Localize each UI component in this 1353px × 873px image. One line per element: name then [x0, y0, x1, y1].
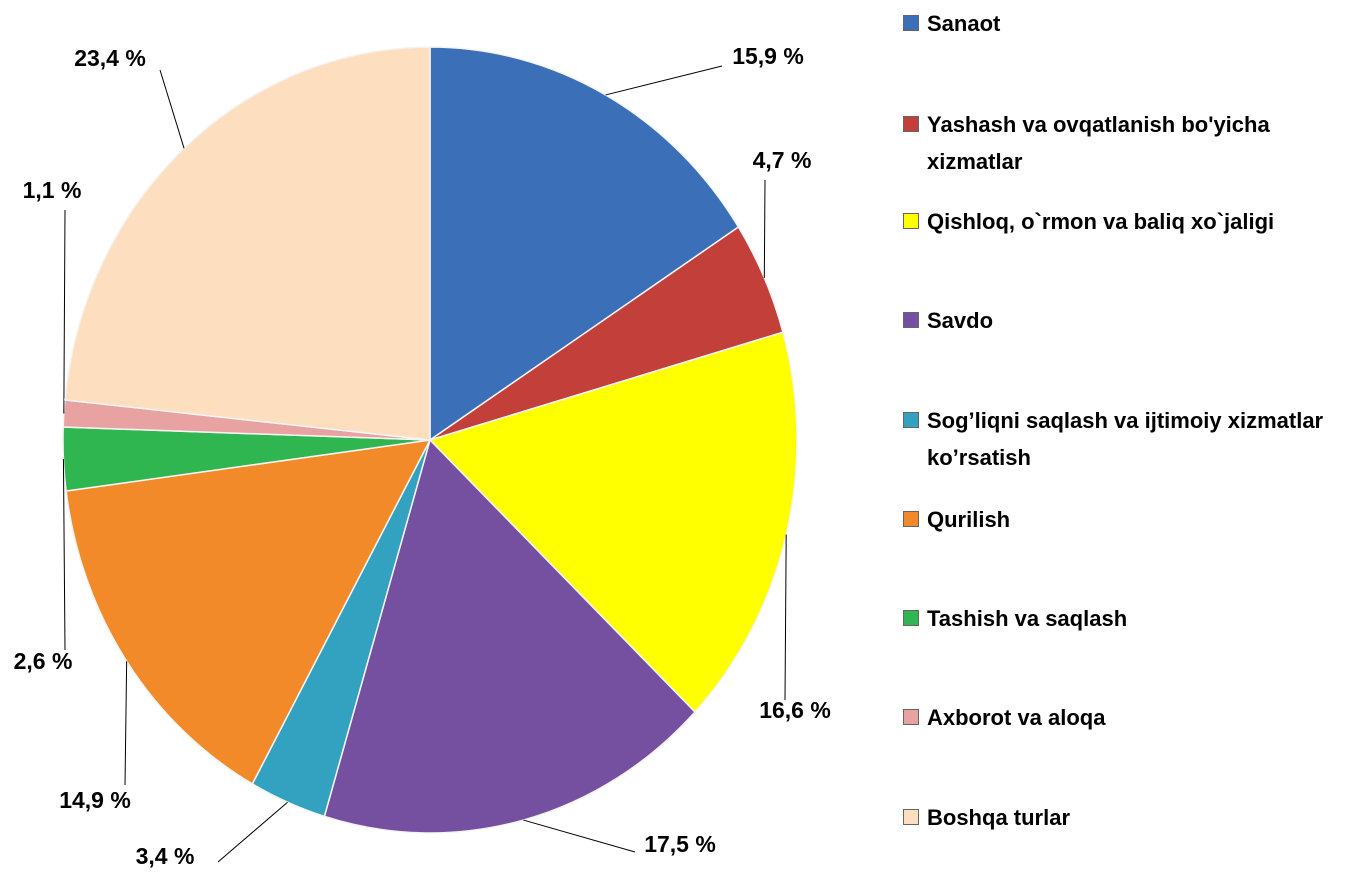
data-label: 17,5 %	[644, 831, 716, 857]
legend-swatch	[903, 116, 919, 132]
data-label: 3,4 %	[136, 843, 195, 869]
legend-item: Sog’liqni saqlash va ijtimoiy xizmatlar …	[903, 402, 1343, 476]
legend-label: Savdo	[927, 308, 994, 333]
legend-item: Axborot va aloqa	[903, 699, 1343, 736]
pie-slice	[64, 46, 431, 441]
leader-line	[763, 179, 766, 278]
leader-line	[62, 459, 66, 651]
data-label: 16,6 %	[759, 697, 831, 723]
leader-line	[523, 819, 636, 853]
legend-item: Sanaot	[903, 5, 1343, 42]
legend-swatch	[903, 809, 919, 825]
pie-slice	[428, 331, 798, 714]
legend-item: Savdo	[903, 302, 1343, 339]
legend-item: Tashish va saqlash	[903, 600, 1343, 637]
legend-item: Yashash va ovqatlanish bo'yicha xizmatla…	[903, 106, 1343, 180]
legend-label: Axborot va aloqa	[927, 705, 1106, 730]
leader-line	[63, 209, 66, 414]
legend-item: Qurilish	[903, 501, 1343, 538]
legend-label: Qishloq, o`rmon va baliq xo`jaligi	[927, 209, 1275, 234]
legend-label: Yashash va ovqatlanish bo'yicha xizmatla…	[927, 112, 1270, 174]
legend-item: Boshqa turlar	[903, 799, 1343, 836]
leader-line	[784, 534, 787, 701]
data-label: 15,9 %	[732, 43, 804, 69]
data-label: 23,4 %	[74, 45, 146, 71]
leader-line	[605, 65, 723, 96]
legend-swatch	[903, 412, 919, 428]
data-label: 4,7 %	[753, 147, 812, 173]
legend-swatch	[903, 511, 919, 527]
legend-item: Qishloq, o`rmon va baliq xo`jaligi	[903, 203, 1343, 240]
data-label: 2,6 %	[14, 648, 73, 674]
legend-swatch	[903, 15, 919, 31]
pie-slice	[323, 438, 696, 834]
leader-line	[217, 801, 288, 863]
leader-line	[124, 661, 128, 786]
legend-label: Sog’liqni saqlash va ijtimoiy xizmatlar …	[927, 408, 1324, 470]
legend-swatch	[903, 610, 919, 626]
data-label: 1,1 %	[23, 177, 82, 203]
legend-swatch	[903, 709, 919, 725]
data-label: 14,9 %	[59, 787, 131, 813]
legend-label: Qurilish	[927, 507, 1011, 532]
legend-swatch	[903, 312, 919, 328]
leader-line	[159, 69, 185, 149]
legend-label: Boshqa turlar	[927, 805, 1071, 830]
legend-label: Tashish va saqlash	[927, 606, 1128, 631]
legend-label: Sanaot	[927, 11, 1001, 36]
pie-slice	[65, 439, 432, 785]
pie-slice	[429, 46, 740, 442]
legend-swatch	[903, 213, 919, 229]
